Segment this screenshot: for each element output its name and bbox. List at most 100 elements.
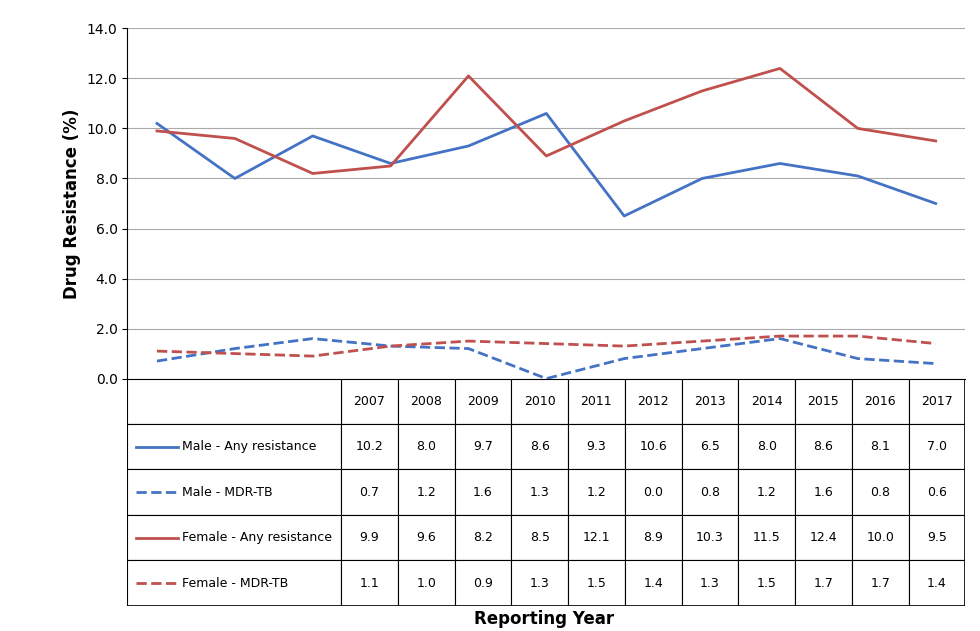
Text: 2015: 2015 <box>808 395 839 408</box>
FancyBboxPatch shape <box>625 469 681 515</box>
Text: 9.7: 9.7 <box>473 440 493 453</box>
FancyBboxPatch shape <box>512 424 568 469</box>
FancyBboxPatch shape <box>398 560 455 606</box>
Text: 9.3: 9.3 <box>587 440 607 453</box>
Text: 1.0: 1.0 <box>416 577 436 589</box>
Text: Female - Any resistance: Female - Any resistance <box>182 531 332 544</box>
Text: 9.9: 9.9 <box>360 531 379 544</box>
FancyBboxPatch shape <box>625 515 681 560</box>
FancyBboxPatch shape <box>455 560 512 606</box>
FancyBboxPatch shape <box>127 379 341 424</box>
Text: 2011: 2011 <box>580 395 612 408</box>
Text: 1.1: 1.1 <box>360 577 379 589</box>
FancyBboxPatch shape <box>455 515 512 560</box>
FancyBboxPatch shape <box>341 515 398 560</box>
Text: 2010: 2010 <box>523 395 556 408</box>
Text: Male - MDR-TB: Male - MDR-TB <box>182 486 272 498</box>
Text: 8.1: 8.1 <box>870 440 890 453</box>
Text: 2007: 2007 <box>354 395 385 408</box>
Text: 8.2: 8.2 <box>473 531 493 544</box>
Text: 10.6: 10.6 <box>639 440 667 453</box>
FancyBboxPatch shape <box>795 515 852 560</box>
Text: 2017: 2017 <box>921 395 953 408</box>
FancyBboxPatch shape <box>341 379 398 424</box>
Text: 1.4: 1.4 <box>927 577 947 589</box>
Text: 2013: 2013 <box>694 395 726 408</box>
Text: 1.5: 1.5 <box>586 577 607 589</box>
FancyBboxPatch shape <box>455 424 512 469</box>
Text: 0.6: 0.6 <box>927 486 947 498</box>
Text: 9.5: 9.5 <box>927 531 947 544</box>
Text: 1.7: 1.7 <box>813 577 833 589</box>
FancyBboxPatch shape <box>681 469 738 515</box>
FancyBboxPatch shape <box>398 424 455 469</box>
FancyBboxPatch shape <box>795 424 852 469</box>
FancyBboxPatch shape <box>512 379 568 424</box>
Text: 1.2: 1.2 <box>757 486 776 498</box>
FancyBboxPatch shape <box>455 379 512 424</box>
Text: 0.7: 0.7 <box>360 486 379 498</box>
Text: 1.3: 1.3 <box>530 486 550 498</box>
FancyBboxPatch shape <box>568 379 625 424</box>
FancyBboxPatch shape <box>795 469 852 515</box>
FancyBboxPatch shape <box>795 560 852 606</box>
Text: 0.0: 0.0 <box>643 486 663 498</box>
FancyBboxPatch shape <box>127 469 341 515</box>
FancyBboxPatch shape <box>738 379 795 424</box>
Text: 1.6: 1.6 <box>813 486 833 498</box>
Text: 1.7: 1.7 <box>870 577 890 589</box>
Text: 0.8: 0.8 <box>700 486 720 498</box>
FancyBboxPatch shape <box>852 469 908 515</box>
FancyBboxPatch shape <box>568 515 625 560</box>
FancyBboxPatch shape <box>512 469 568 515</box>
Text: 8.0: 8.0 <box>757 440 777 453</box>
Text: 1.3: 1.3 <box>700 577 719 589</box>
Text: 8.0: 8.0 <box>416 440 436 453</box>
Text: 2008: 2008 <box>411 395 442 408</box>
Text: 1.5: 1.5 <box>757 577 776 589</box>
Text: 8.6: 8.6 <box>530 440 550 453</box>
FancyBboxPatch shape <box>512 560 568 606</box>
FancyBboxPatch shape <box>568 560 625 606</box>
Text: 10.2: 10.2 <box>356 440 383 453</box>
FancyBboxPatch shape <box>738 515 795 560</box>
FancyBboxPatch shape <box>398 379 455 424</box>
FancyBboxPatch shape <box>127 515 341 560</box>
Text: 8.9: 8.9 <box>643 531 663 544</box>
FancyBboxPatch shape <box>341 560 398 606</box>
FancyBboxPatch shape <box>681 424 738 469</box>
Text: Female - MDR-TB: Female - MDR-TB <box>182 577 288 589</box>
FancyBboxPatch shape <box>738 424 795 469</box>
FancyBboxPatch shape <box>625 424 681 469</box>
FancyBboxPatch shape <box>341 424 398 469</box>
FancyBboxPatch shape <box>127 424 341 469</box>
FancyBboxPatch shape <box>795 379 852 424</box>
Text: 6.5: 6.5 <box>700 440 720 453</box>
Text: 8.6: 8.6 <box>813 440 833 453</box>
Text: 12.4: 12.4 <box>809 531 837 544</box>
Text: 2016: 2016 <box>864 395 896 408</box>
FancyBboxPatch shape <box>398 515 455 560</box>
FancyBboxPatch shape <box>908 515 965 560</box>
Text: 7.0: 7.0 <box>927 440 947 453</box>
Text: 2012: 2012 <box>637 395 669 408</box>
Text: 10.0: 10.0 <box>866 531 894 544</box>
FancyBboxPatch shape <box>908 379 965 424</box>
Text: 0.9: 0.9 <box>473 577 493 589</box>
Text: 10.3: 10.3 <box>696 531 724 544</box>
Text: 1.2: 1.2 <box>587 486 607 498</box>
FancyBboxPatch shape <box>852 515 908 560</box>
FancyBboxPatch shape <box>625 560 681 606</box>
FancyBboxPatch shape <box>681 515 738 560</box>
Text: Male - Any resistance: Male - Any resistance <box>182 440 317 453</box>
FancyBboxPatch shape <box>398 469 455 515</box>
FancyBboxPatch shape <box>852 560 908 606</box>
FancyBboxPatch shape <box>681 379 738 424</box>
FancyBboxPatch shape <box>341 469 398 515</box>
FancyBboxPatch shape <box>908 560 965 606</box>
Text: 1.6: 1.6 <box>473 486 493 498</box>
FancyBboxPatch shape <box>127 560 341 606</box>
Text: 9.6: 9.6 <box>416 531 436 544</box>
FancyBboxPatch shape <box>908 469 965 515</box>
FancyBboxPatch shape <box>852 379 908 424</box>
